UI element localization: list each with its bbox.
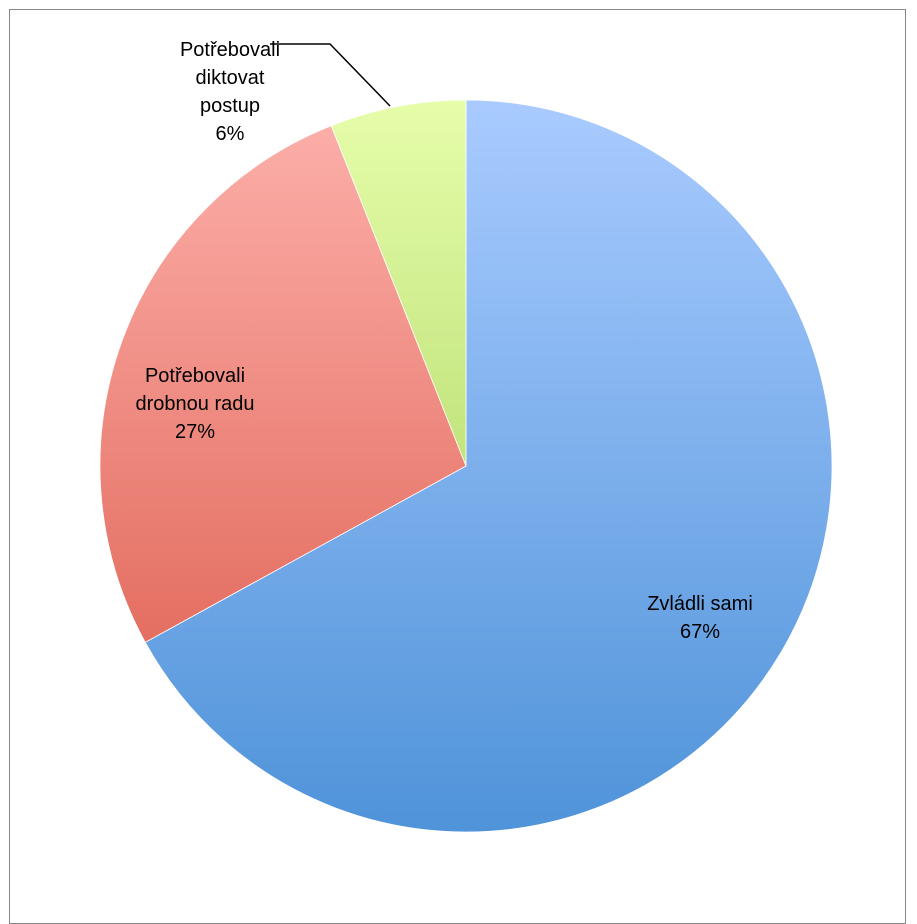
- data-label-line: postup: [200, 95, 260, 117]
- pie-slice-2: [99, 125, 467, 643]
- data-label-line: Potřebovali: [145, 365, 245, 387]
- leader-line-3: [270, 43, 391, 107]
- data-label-line: 6%: [216, 123, 245, 145]
- data-label-1: Zvládli sami 67%: [647, 593, 753, 643]
- data-label-3: Potřebovali diktovat postup 6%: [180, 39, 280, 145]
- pie-slice-1: [144, 99, 833, 833]
- leader-lines: [270, 43, 391, 107]
- pie-slices: [99, 99, 833, 833]
- data-label-line: 67%: [680, 621, 720, 643]
- data-labels: Zvládli sami 67% Potřebovali drobnou radu 27…: [136, 39, 753, 643]
- data-label-line: diktovat: [196, 67, 265, 89]
- data-label-2: Potřebovali drobnou radu 27%: [136, 365, 255, 443]
- data-label-line: Zvládli sami: [647, 593, 753, 615]
- data-label-line: Potřebovali: [180, 39, 280, 61]
- data-label-line: drobnou radu: [136, 393, 255, 415]
- pie-slice-3: [330, 99, 467, 467]
- data-label-line: 27%: [175, 421, 215, 443]
